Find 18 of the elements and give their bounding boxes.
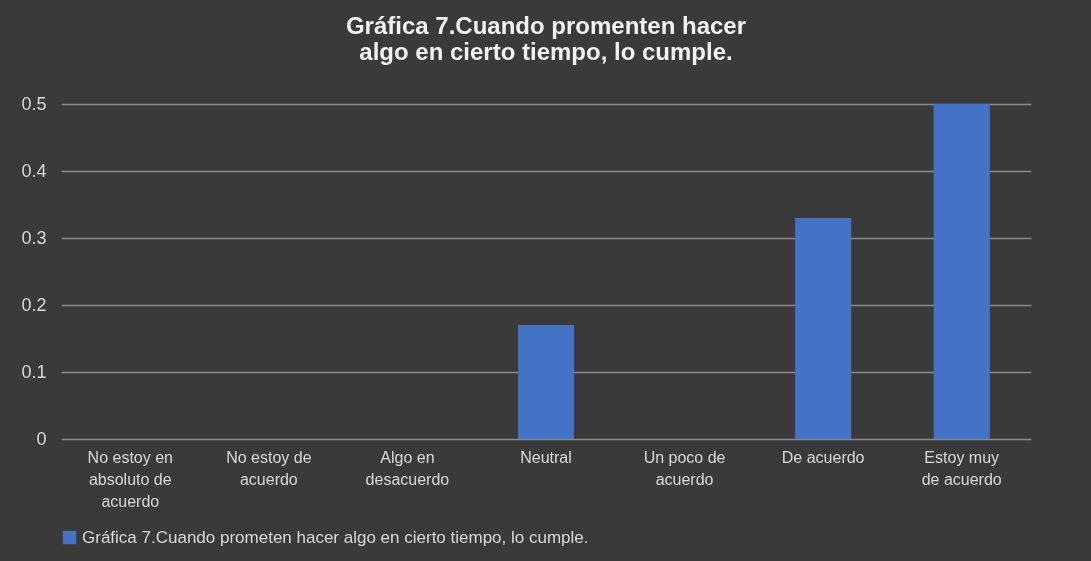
x-tick-label: No estoy de acuerdo <box>226 448 312 488</box>
y-tick-label: 0.1 <box>21 361 47 382</box>
y-tick-label: 0.2 <box>21 294 47 315</box>
x-tick-label: De acuerdo <box>781 448 865 466</box>
x-tick-label: No estoy en absoluto de acuerdo <box>87 448 173 510</box>
legend-label: Gráfica 7.Cuando prometen hacer algo en cierto tiempo, lo cumple. <box>82 527 589 547</box>
y-tick-label: 0.3 <box>21 227 47 248</box>
y-tick-label: 0 <box>36 428 47 449</box>
chart-title: Gráfica 7.Cuando promenten hacer algo en cierto tiempo, lo cumple. <box>345 12 747 65</box>
x-tick-label: Neutral <box>520 448 572 466</box>
bar <box>517 325 575 439</box>
y-tick-label: 0.4 <box>21 160 47 181</box>
x-tick-label: Un poco de acuerdo <box>643 448 726 488</box>
bar <box>933 104 990 439</box>
bar <box>795 217 852 439</box>
y-tick-label: 0.5 <box>21 93 47 114</box>
x-tick-label: Algo en desacuerdo <box>365 448 450 488</box>
x-tick-label: Estoy muy de acuerdo <box>921 448 1002 488</box>
